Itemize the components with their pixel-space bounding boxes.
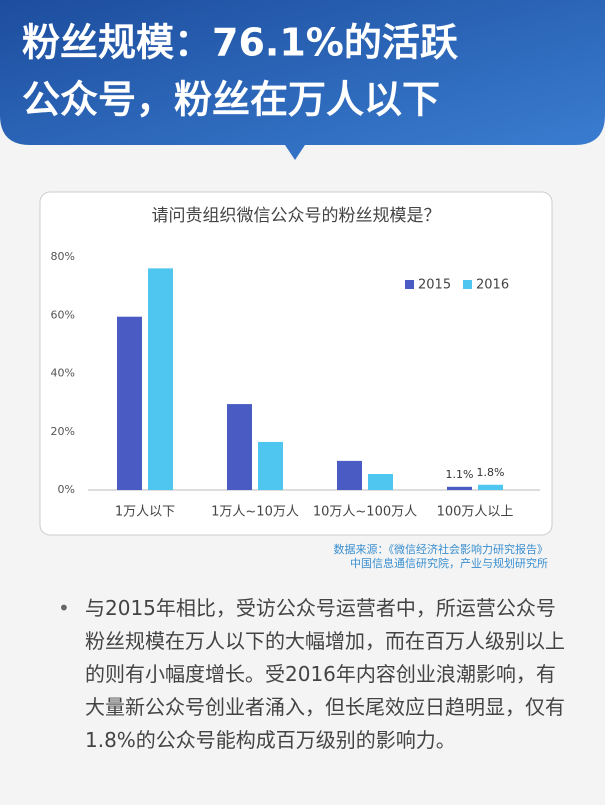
x-tick-label: 100万人以上 <box>437 505 514 520</box>
chart-panel <box>39 191 553 536</box>
y-tick-label: 60% <box>51 308 75 321</box>
x-tick-label: 10万人~100万人 <box>313 505 417 520</box>
bar <box>447 486 472 490</box>
legend-swatch <box>405 280 414 289</box>
legend-swatch <box>463 280 472 289</box>
legend-label: 2015 <box>418 278 451 293</box>
bar <box>478 484 503 490</box>
x-tick-label: 1万人~10万人 <box>211 505 299 520</box>
source: 数据来源：《微信经济社会影响力研究报告》 <box>334 542 549 556</box>
title-line: 粉丝规模：76.1%的活跃 <box>22 21 459 65</box>
data-label: 1.1% <box>446 468 474 481</box>
y-tick-label: 20% <box>51 425 75 438</box>
legend-label: 2016 <box>476 278 509 293</box>
bar <box>227 404 252 490</box>
banner <box>0 0 605 160</box>
y-tick-label: 40% <box>51 367 75 380</box>
data-label: 1.8% <box>477 466 505 479</box>
bar <box>337 460 362 490</box>
bar <box>117 316 142 490</box>
x-tick-label: 1万人以下 <box>115 505 175 520</box>
chart-title: 请问贵组织微信公众号的粉丝规模是？ <box>152 206 441 226</box>
title-line: 公众号，粉丝在万人以下 <box>22 78 440 122</box>
bar <box>258 441 283 490</box>
bar <box>368 473 393 490</box>
y-tick-label: 0% <box>58 483 75 496</box>
chart: 粉丝规模：76.1%的活跃 公众号，粉丝在万人以下 请问贵组织微信公众号的粉丝规… <box>0 0 605 570</box>
bullet-dot: • <box>58 596 70 620</box>
y-tick-label: 80% <box>51 250 75 263</box>
source: 中国信息通信研究院，产业与规划研究所 <box>350 556 548 570</box>
bullet-text: 与2015年相比，受访公众号运营者中，所运营公众号粉丝规模在万人以下的大幅增加，… <box>85 596 565 752</box>
bar <box>148 268 173 490</box>
